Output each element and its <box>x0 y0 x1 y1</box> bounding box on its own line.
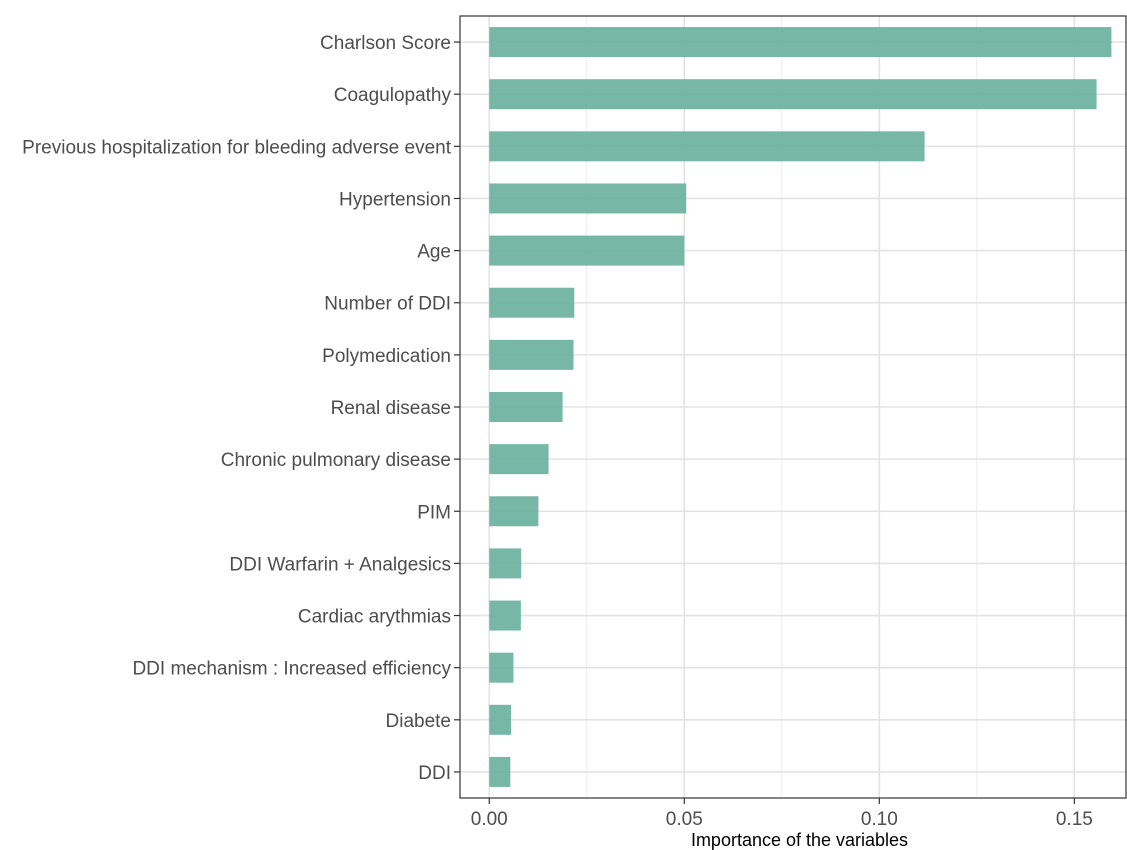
bar-previous-hospitalization-for-bleeding-adverse-event <box>489 131 925 162</box>
bar-chronic-pulmonary-disease <box>489 444 549 475</box>
y-tick-label: Charlson Score <box>320 33 451 54</box>
y-tick-label: Chronic pulmonary disease <box>221 450 451 471</box>
bar-cardiac-arythmias <box>489 600 521 631</box>
y-tick-label: Polymedication <box>322 346 451 367</box>
y-tick-label: DDI mechanism : Increased efficiency <box>132 659 451 680</box>
bar-polymedication <box>489 339 574 370</box>
bar-ddi <box>489 756 511 787</box>
x-axis-title: Importance of the variables <box>691 830 908 850</box>
y-tick-label: Coagulopathy <box>334 85 452 106</box>
bar-diabete <box>489 704 512 735</box>
x-tick-label: 0.15 <box>1056 809 1093 830</box>
bar-age <box>489 235 685 266</box>
bar-hypertension <box>489 183 687 214</box>
bar-renal-disease <box>489 392 563 422</box>
x-tick-label: 0.00 <box>471 809 508 830</box>
bar-layer <box>489 27 1112 787</box>
y-tick-label: Cardiac arythmias <box>298 607 451 628</box>
y-tick-label: PIM <box>417 502 451 523</box>
axis-layer: Charlson Score Coagulopathy Previous hospi… <box>22 33 1093 830</box>
bar-pim <box>489 496 539 527</box>
y-tick-label: Age <box>417 242 451 263</box>
y-tick-label: Diabete <box>386 711 452 732</box>
bar-coagulopathy <box>489 79 1097 110</box>
y-tick-label: DDI <box>418 763 451 784</box>
y-tick-label: DDI Warfarin + Analgesics <box>229 554 451 575</box>
x-tick-label: 0.10 <box>861 809 898 830</box>
y-tick-label: Renal disease <box>331 398 451 419</box>
bar-ddi-mechanism-increased-efficiency <box>489 652 514 683</box>
y-tick-label: Hypertension <box>339 189 451 210</box>
bar-ddi-warfarin-analgesics <box>489 548 522 579</box>
bar-charlson-score <box>489 27 1112 58</box>
x-tick-label: 0.05 <box>666 809 703 830</box>
y-tick-label: Number of DDI <box>324 294 451 315</box>
y-tick-label: Previous hospitalization for bleeding ad… <box>22 137 452 158</box>
bar-number-of-ddi <box>489 287 575 318</box>
